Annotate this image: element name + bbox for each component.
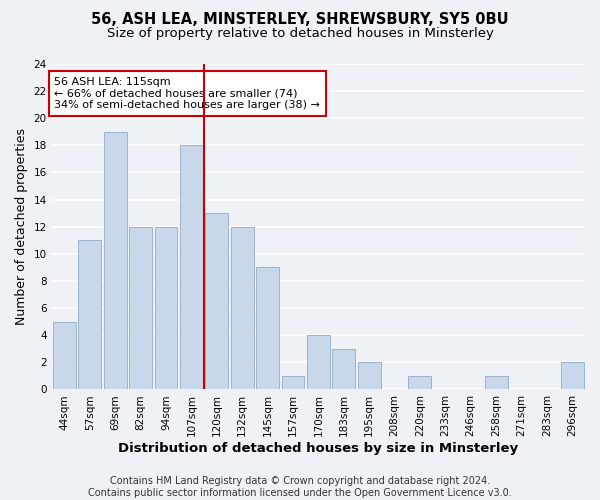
Text: Size of property relative to detached houses in Minsterley: Size of property relative to detached ho…: [107, 28, 493, 40]
Bar: [205, 213, 228, 390]
X-axis label: Distribution of detached houses by size in Minsterley: Distribution of detached houses by size …: [118, 442, 518, 455]
Bar: [358, 362, 380, 390]
Bar: [104, 132, 127, 390]
Text: 56 ASH LEA: 115sqm
← 66% of detached houses are smaller (74)
34% of semi-detache: 56 ASH LEA: 115sqm ← 66% of detached hou…: [55, 77, 320, 110]
Bar: [180, 146, 203, 390]
Bar: [79, 240, 101, 390]
Bar: [485, 376, 508, 390]
Bar: [561, 362, 584, 390]
Y-axis label: Number of detached properties: Number of detached properties: [15, 128, 28, 325]
Bar: [231, 226, 254, 390]
Bar: [53, 322, 76, 390]
Bar: [307, 335, 330, 390]
Bar: [256, 268, 279, 390]
Bar: [409, 376, 431, 390]
Bar: [281, 376, 304, 390]
Bar: [129, 226, 152, 390]
Bar: [155, 226, 178, 390]
Text: 56, ASH LEA, MINSTERLEY, SHREWSBURY, SY5 0BU: 56, ASH LEA, MINSTERLEY, SHREWSBURY, SY5…: [91, 12, 509, 28]
Bar: [332, 349, 355, 390]
Text: Contains HM Land Registry data © Crown copyright and database right 2024.
Contai: Contains HM Land Registry data © Crown c…: [88, 476, 512, 498]
